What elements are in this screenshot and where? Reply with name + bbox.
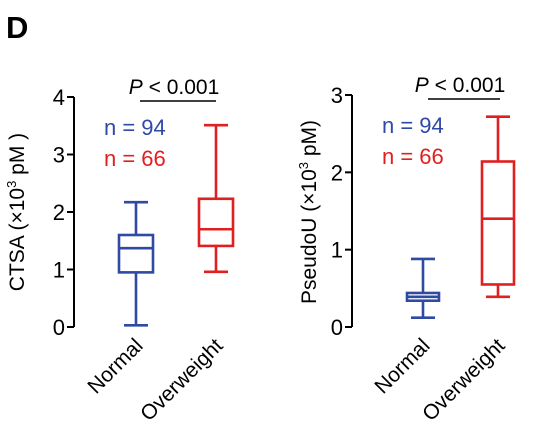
box-overweight	[480, 115, 516, 299]
box-normal	[405, 257, 441, 320]
box-iqr	[117, 233, 155, 274]
y-axis-label: PseudoU (×103 pM)	[296, 120, 321, 304]
y-tick-label: 3	[53, 143, 65, 168]
box-iqr	[197, 197, 235, 248]
x-category-label-overweight: Overweight	[136, 334, 227, 425]
n-label-overweight: n = 66	[104, 146, 166, 171]
p-value-symbol: P	[129, 76, 143, 99]
y-axis-label-main: PseudoU (×10	[298, 169, 321, 304]
y-tick-label: 0	[331, 315, 343, 340]
box-normal	[117, 200, 155, 327]
x-category-label-normal: Normal	[83, 334, 147, 398]
y-tick-label: 1	[53, 258, 65, 283]
y-tick-label: 4	[53, 85, 65, 110]
y-axis-label-superscript: 3	[4, 181, 19, 188]
box-overweight	[197, 123, 235, 274]
n-label-overweight: n = 66	[382, 144, 444, 169]
y-tick-label: 3	[331, 83, 343, 108]
p-value: P < 0.001	[415, 74, 506, 97]
y-tick-label: 1	[331, 238, 343, 263]
p-value-symbol: P	[415, 74, 429, 97]
box-iqr	[480, 160, 516, 286]
y-tick-label: 2	[331, 160, 343, 185]
y-tick-label: 2	[53, 200, 65, 225]
y-tick-label: 0	[53, 315, 65, 340]
x-category-label-overweight: Overweight	[418, 334, 509, 425]
p-value-text: < 0.001	[429, 74, 505, 97]
y-axis-label-main: CTSA (×10	[6, 188, 29, 291]
panel-label: D	[6, 10, 28, 45]
y-axis-label-superscript: 3	[296, 162, 311, 169]
n-label-normal: n = 94	[382, 113, 444, 138]
n-label-normal: n = 94	[104, 115, 166, 140]
y-axis-label-unit: pM)	[298, 120, 321, 162]
p-value-text: < 0.001	[143, 76, 219, 99]
y-axis-label-unit: pM )	[6, 133, 29, 181]
x-category-label-normal: Normal	[370, 334, 434, 398]
y-axis-label: CTSA (×103 pM )	[4, 133, 29, 291]
p-value: P < 0.001	[129, 76, 220, 99]
